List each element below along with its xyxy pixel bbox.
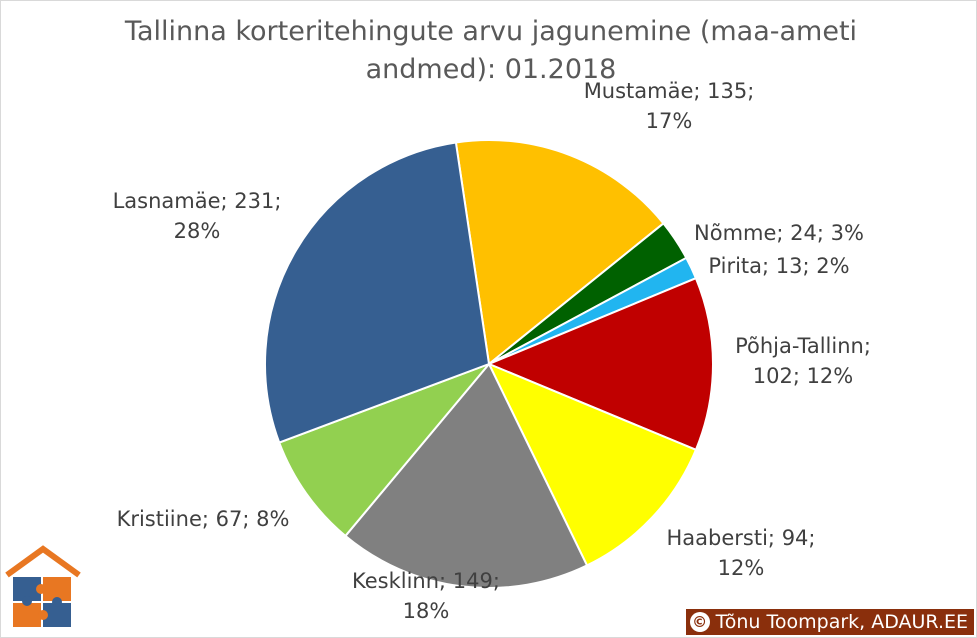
pie-slice-haabersti [486,362,698,567]
pie-slice-lasnamäe [264,141,491,444]
copyright-icon: © [689,612,710,632]
data-label-kristiine: Kristiine; 67; 8% [117,507,290,531]
pie-slice-mustamäe [454,139,665,366]
house-puzzle-icon [5,545,81,627]
copyright-text: Tõnu Toompark, ADAUR.EE [715,611,968,633]
pie-slice-kristiine [277,361,493,538]
data-label-lasnamäe: Lasnamäe; 231; 28% [113,189,282,243]
data-label-haabersti: Haabersti; 94; 12% [667,526,816,580]
pie-slice-kesklinn [344,362,589,589]
data-label-nõmme: Nõmme; 24; 3% [694,221,864,245]
house-roof-icon [5,545,81,578]
pie-slice-põhja-tallinn [486,276,714,452]
chart-title: Tallinna korteritehingute arvu jagunemin… [124,16,858,85]
data-label-kesklinn: Kesklinn; 149; 18% [352,569,500,623]
copyright-badge: © Tõnu Toompark, ADAUR.EE [685,609,974,635]
data-label-mustamäe: Mustamäe; 135; 17% [584,79,755,133]
puzzle-piece-icon [13,603,41,627]
data-label-põhja-tallinn: Põhja-Tallinn; 102; 12% [735,334,871,388]
data-label-pirita: Pirita; 13; 2% [708,254,849,278]
